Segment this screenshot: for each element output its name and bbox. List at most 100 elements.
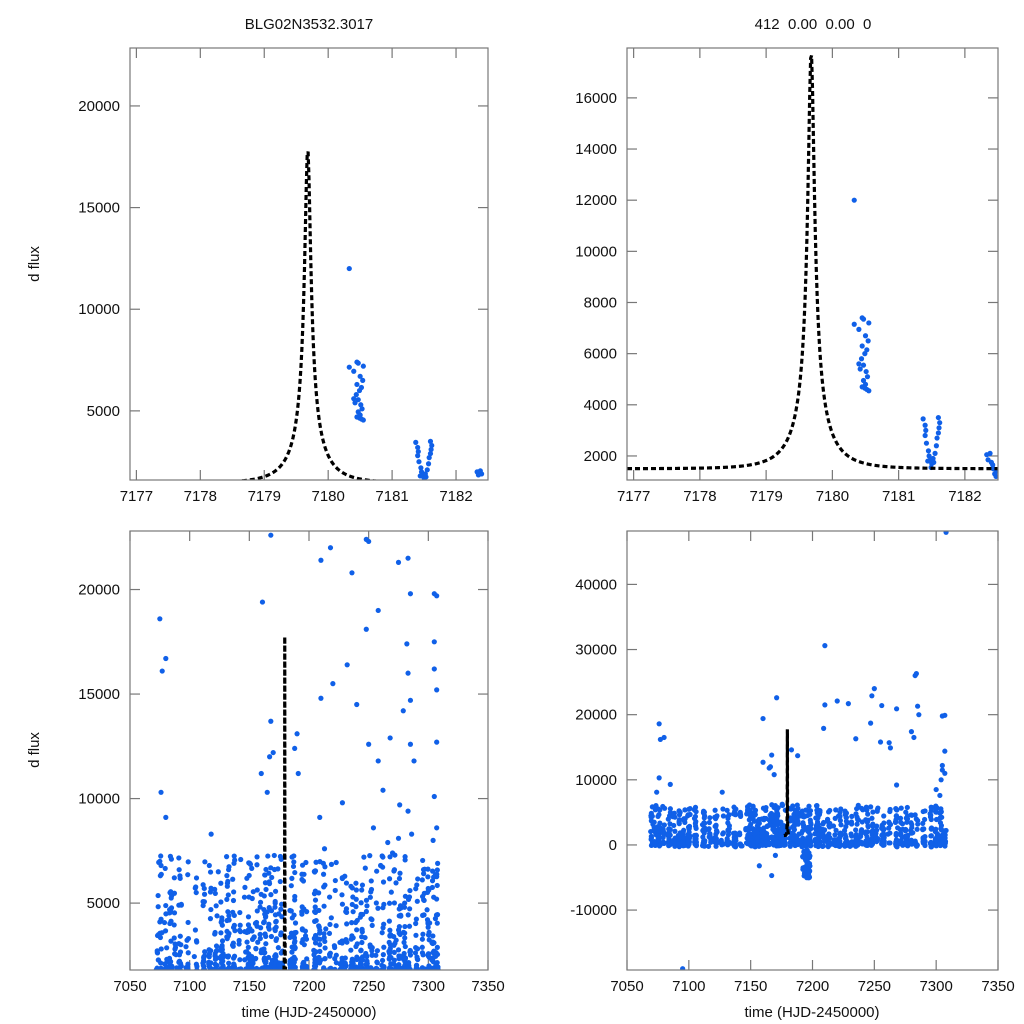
- data-point: [224, 873, 230, 879]
- data-point: [423, 474, 429, 480]
- data-point: [354, 927, 360, 933]
- data-point: [386, 918, 392, 924]
- data-point: [886, 819, 892, 825]
- data-point: [922, 422, 928, 428]
- data-point: [267, 754, 273, 760]
- data-point: [278, 930, 284, 936]
- data-point: [387, 965, 393, 970]
- data-point: [875, 836, 881, 842]
- data-point: [353, 896, 359, 902]
- data-point: [752, 811, 758, 817]
- data-point: [391, 949, 397, 955]
- data-point: [155, 904, 161, 910]
- data-point: [375, 758, 381, 764]
- data-point: [360, 417, 366, 423]
- data-point: [353, 904, 359, 910]
- data-point: [936, 425, 942, 431]
- data-point: [387, 735, 393, 741]
- data-point: [155, 892, 161, 899]
- data-point: [343, 906, 350, 912]
- data-point: [273, 918, 279, 924]
- data-point: [290, 863, 297, 870]
- data-point: [865, 338, 871, 344]
- data-point: [158, 862, 164, 869]
- data-point: [767, 840, 773, 846]
- data-point: [266, 921, 272, 927]
- data-point: [920, 835, 926, 841]
- data-point: [671, 810, 677, 816]
- data-point: [737, 832, 743, 838]
- data-point: [316, 960, 323, 966]
- data-point: [712, 807, 718, 813]
- data-point: [780, 840, 786, 846]
- model-curve: [231, 151, 384, 480]
- data-point: [171, 910, 178, 916]
- data-point: [162, 928, 169, 934]
- data-point: [651, 819, 657, 825]
- data-point: [185, 950, 191, 956]
- data-point: [414, 898, 420, 904]
- y-tick-label: 4000: [584, 397, 617, 414]
- data-point: [925, 458, 931, 464]
- data-point: [193, 875, 200, 881]
- data-point: [363, 950, 369, 957]
- data-point: [849, 833, 855, 839]
- data-point: [425, 885, 431, 892]
- data-point: [431, 793, 437, 800]
- data-point: [870, 823, 876, 829]
- data-point: [311, 891, 318, 897]
- data-point: [862, 351, 868, 357]
- data-point: [231, 889, 237, 895]
- data-point: [676, 819, 682, 826]
- data-point: [237, 909, 243, 916]
- data-layer: [648, 531, 949, 970]
- data-point: [244, 939, 250, 945]
- data-point: [702, 820, 708, 826]
- data-point: [859, 343, 865, 349]
- data-point: [407, 906, 413, 912]
- data-point: [693, 839, 699, 845]
- data-point: [662, 805, 668, 811]
- data-point: [405, 670, 411, 676]
- data-point: [201, 954, 207, 960]
- data-point: [825, 816, 831, 822]
- data-point: [856, 361, 862, 367]
- x-tick-label: 7179: [248, 488, 281, 505]
- data-point: [374, 868, 380, 874]
- model-curve: [282, 636, 288, 970]
- data-point: [237, 922, 243, 928]
- data-point: [868, 842, 874, 848]
- data-point: [350, 960, 356, 967]
- data-point: [158, 960, 164, 966]
- data-point: [853, 811, 859, 817]
- data-point: [326, 930, 333, 937]
- data-point: [805, 853, 812, 859]
- data-point: [253, 955, 259, 962]
- data-point: [419, 877, 425, 883]
- data-point: [413, 932, 419, 938]
- data-point: [223, 854, 230, 860]
- data-point: [834, 698, 840, 704]
- data-point: [942, 838, 949, 845]
- data-point: [801, 850, 808, 856]
- data-point: [396, 924, 403, 930]
- data-point: [431, 639, 437, 645]
- data-point: [930, 455, 936, 462]
- data-point: [434, 920, 440, 926]
- data-point: [720, 830, 727, 836]
- data-point: [266, 954, 272, 961]
- data-point: [713, 828, 720, 834]
- data-point: [805, 871, 812, 877]
- data-point: [413, 967, 419, 970]
- data-point: [290, 961, 297, 968]
- data-point: [264, 909, 270, 915]
- data-point: [166, 967, 172, 970]
- data-point: [808, 820, 814, 826]
- data-point: [827, 835, 833, 841]
- y-tick-label: 20000: [78, 582, 120, 599]
- data-point: [899, 821, 906, 827]
- x-tick-label: 7050: [610, 978, 643, 995]
- panel-bottom-right: 7050 7100 7150 7200 7250 7300 7350 -10000 0 10000…: [570, 530, 1015, 995]
- data-point: [344, 939, 350, 945]
